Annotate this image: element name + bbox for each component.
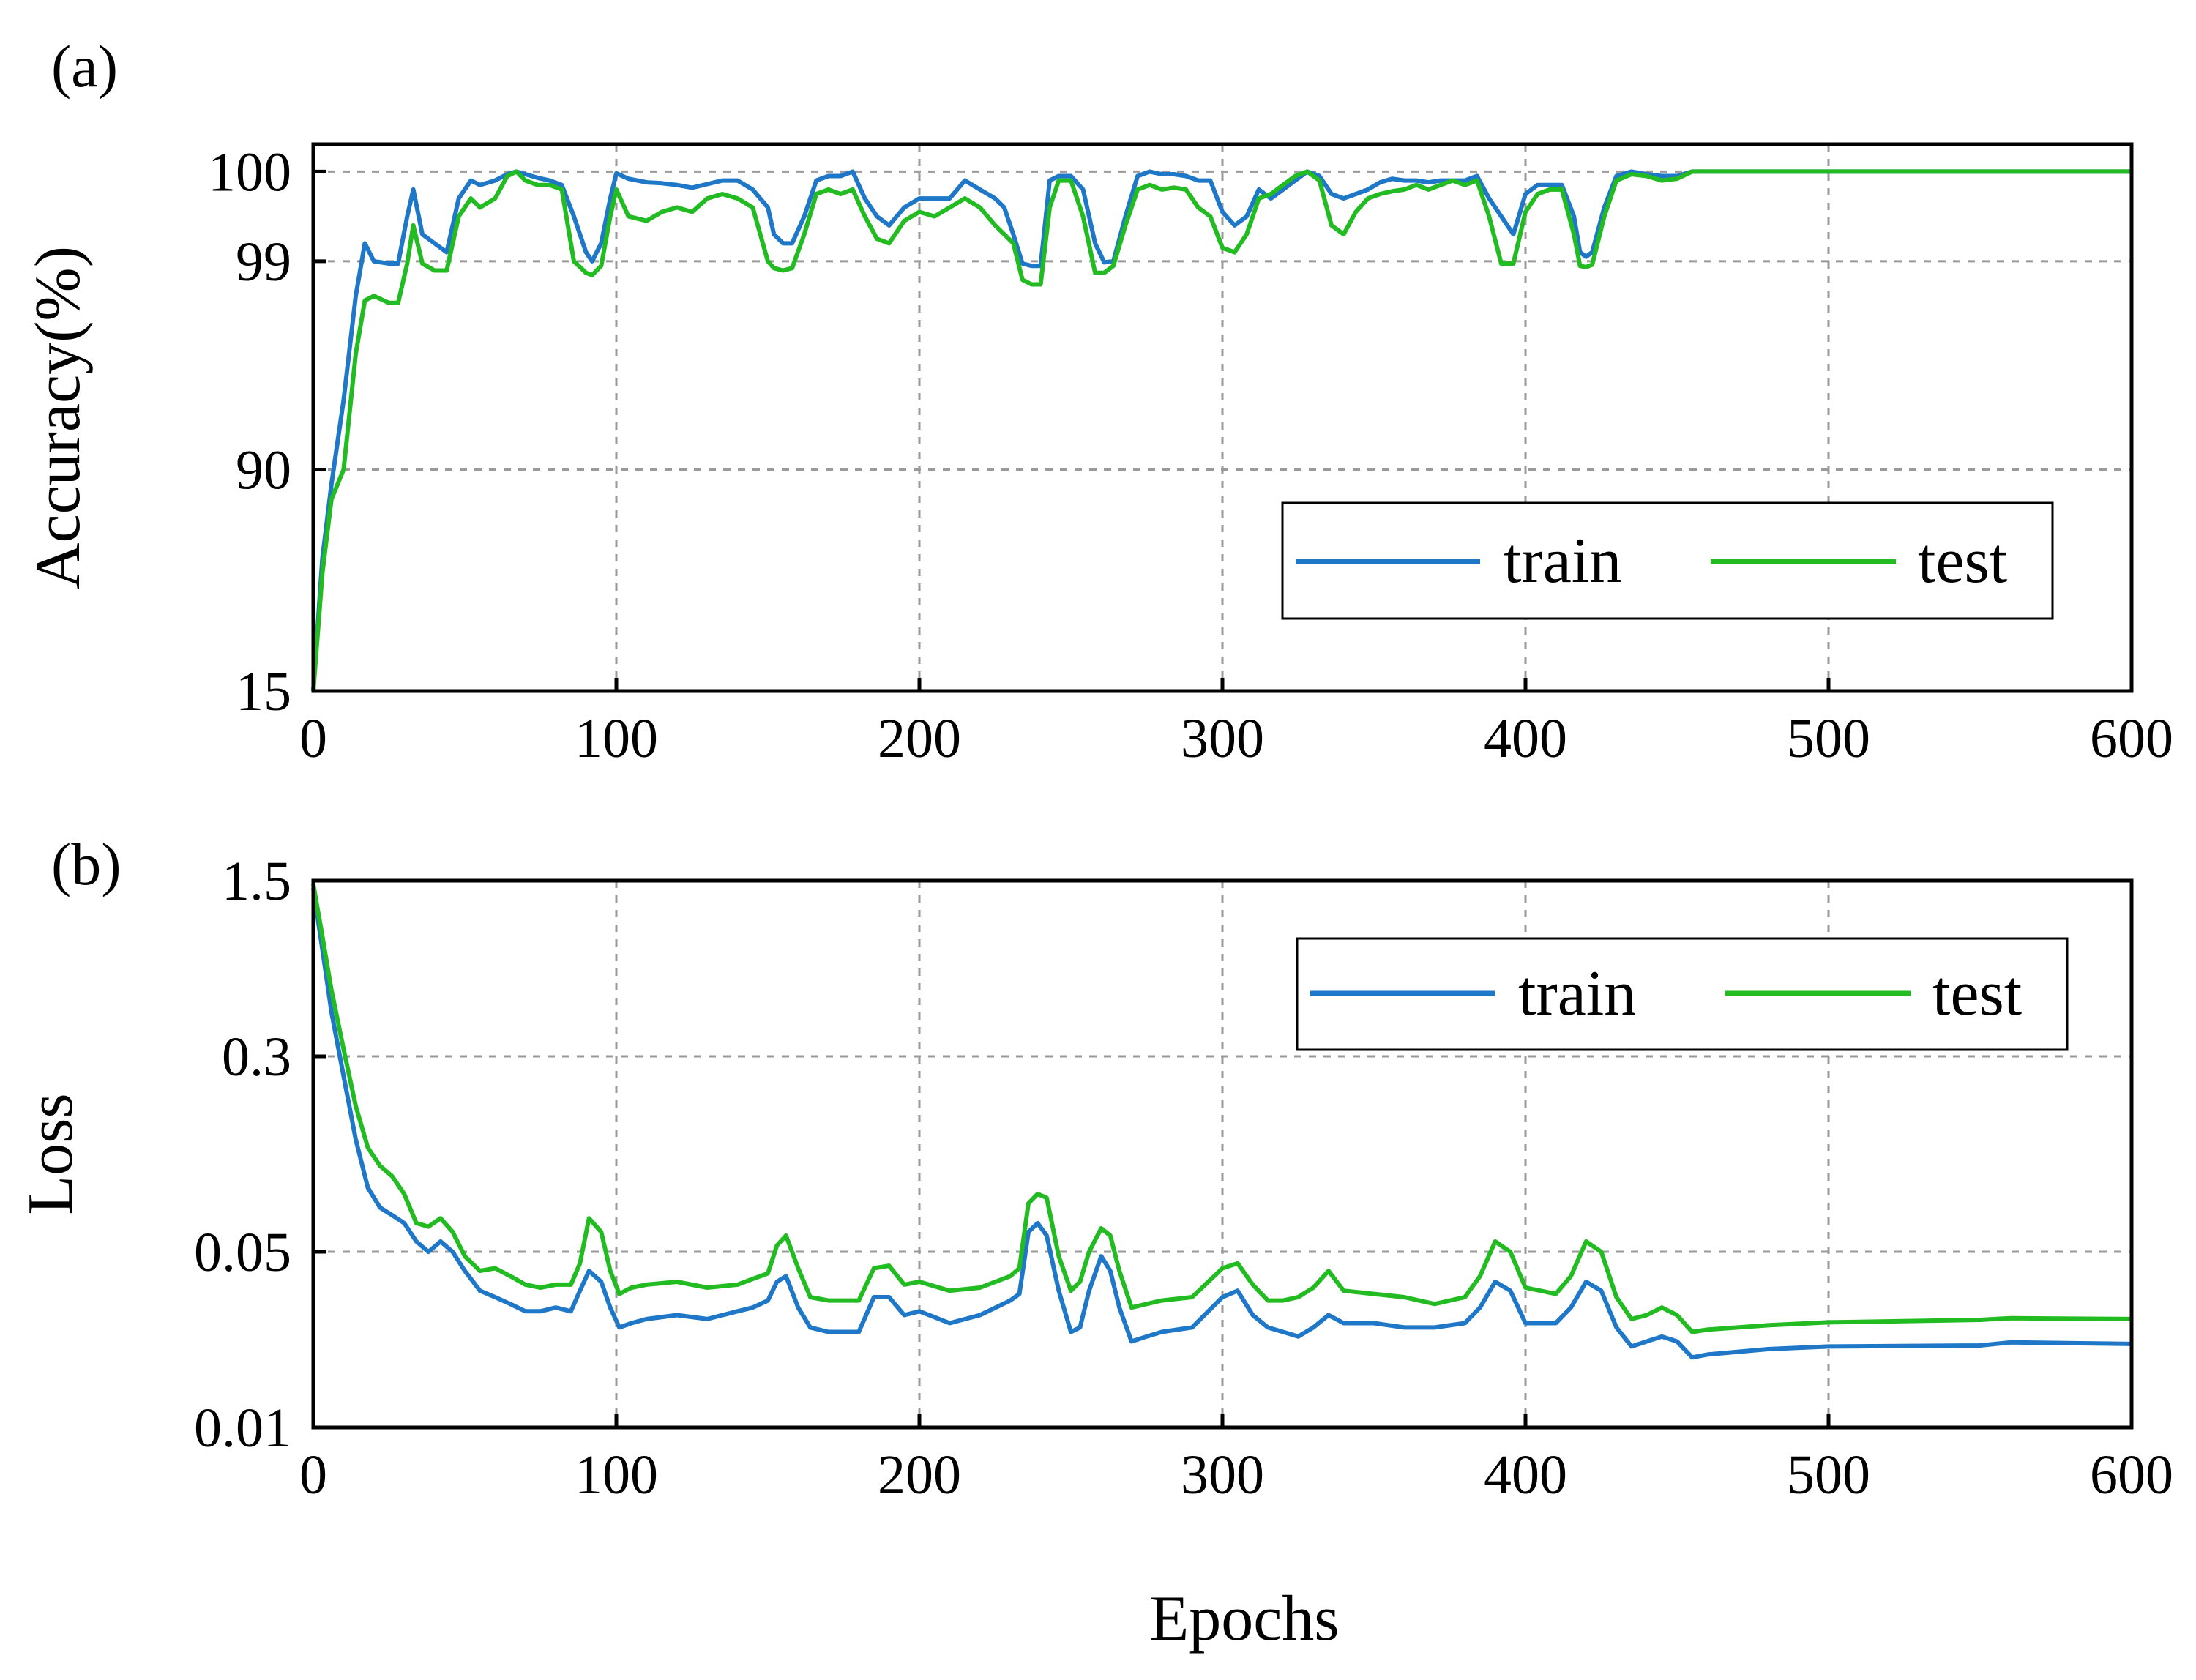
accuracy-x-tick-label: 400 [1484, 708, 1567, 769]
loss-line-test [311, 884, 2132, 1334]
accuracy-ticks: 0 100 200 300 400 500 600 15 90 99 100 [208, 141, 2173, 769]
loss-y-tick-label: 1.5 [222, 851, 291, 912]
loss-x-tick-label: 400 [1484, 1444, 1567, 1506]
loss-ticks: 0 100 200 300 400 500 600 0.01 0.05 0.3 1.5 [194, 851, 2173, 1506]
accuracy-y-tick-label: 99 [236, 231, 291, 293]
loss-x-tick-label: 200 [878, 1444, 961, 1506]
loss-y-tick-label: 0.3 [222, 1026, 291, 1088]
accuracy-x-tick-label: 200 [878, 708, 961, 769]
loss-y-axis-label: Loss [15, 1093, 86, 1214]
loss-legend: train test [1296, 937, 2069, 1051]
loss-x-tick-label: 100 [575, 1444, 658, 1506]
accuracy-x-tick-label: 0 [299, 708, 327, 769]
panel-label-a: (a) [51, 33, 118, 100]
accuracy-y-tick-label: 15 [236, 661, 291, 723]
accuracy-legend-test-label: test [1918, 526, 2007, 597]
loss-panel: (b) 0 100 200 300 400 500 600 0.01 0.05 0.3 1.5 Lo… [15, 831, 2173, 1506]
loss-y-tick-label: 0.05 [194, 1222, 291, 1283]
loss-legend-train-label: train [1518, 958, 1636, 1029]
loss-line-train [311, 887, 2132, 1360]
accuracy-x-tick-label: 100 [575, 708, 658, 769]
accuracy-legend: train test [1281, 501, 2054, 620]
loss-y-tick-label: 0.01 [194, 1397, 291, 1459]
accuracy-x-tick-label: 500 [1787, 708, 1870, 769]
accuracy-panel: (a) 0 100 200 300 400 500 600 15 90 99 100 Accurac… [23, 33, 2173, 769]
accuracy-y-tick-label: 90 [236, 439, 291, 501]
accuracy-legend-train-label: train [1504, 526, 1621, 597]
accuracy-y-tick-label: 100 [208, 141, 291, 203]
loss-series [311, 884, 2132, 1360]
loss-x-tick-label: 500 [1787, 1444, 1870, 1506]
accuracy-x-tick-label: 300 [1181, 708, 1264, 769]
accuracy-line-test [311, 169, 2132, 692]
accuracy-series [311, 169, 2132, 692]
panel-label-b: (b) [51, 831, 122, 897]
x-axis-label: Epochs [1149, 1583, 1339, 1654]
accuracy-x-tick-label: 600 [2090, 708, 2173, 769]
loss-legend-test-label: test [1932, 958, 2022, 1029]
loss-x-tick-label: 300 [1181, 1444, 1264, 1506]
accuracy-y-axis-label: Accuracy(%) [23, 246, 94, 589]
loss-x-tick-label: 600 [2090, 1444, 2173, 1506]
loss-x-tick-label: 0 [299, 1444, 327, 1506]
accuracy-line-train [311, 169, 2132, 692]
